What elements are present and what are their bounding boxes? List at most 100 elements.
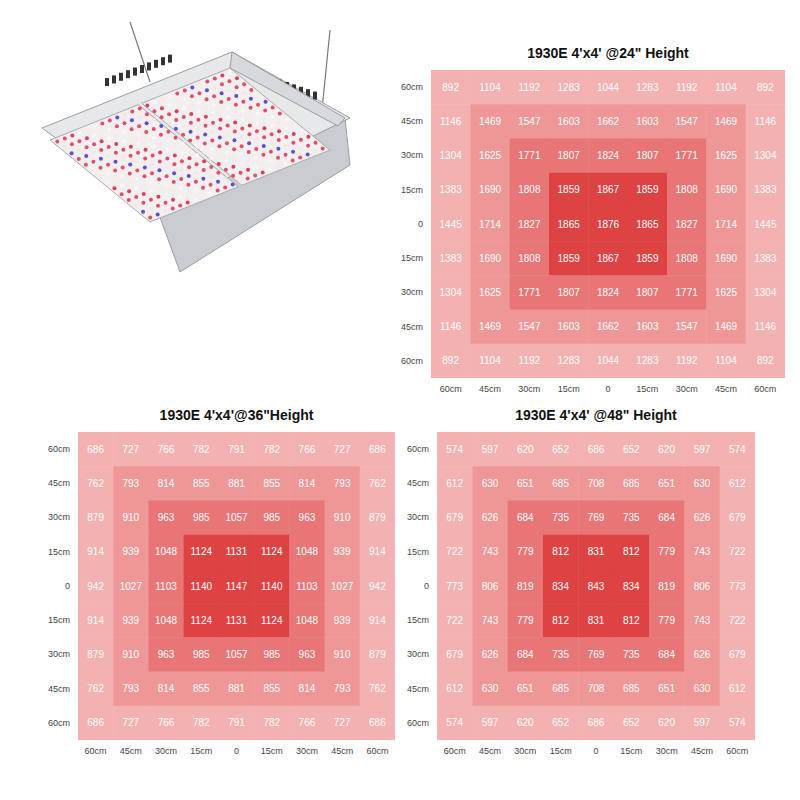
tick: 15cm xyxy=(558,384,580,394)
heatmap-cell xyxy=(325,535,361,570)
heatmap-cell xyxy=(254,706,290,740)
led-dot xyxy=(232,147,236,151)
tick: 60cm xyxy=(401,356,423,366)
led-dot xyxy=(143,157,147,161)
led-dot xyxy=(241,100,245,104)
data-label: 630 xyxy=(482,478,499,489)
led-dot xyxy=(231,183,235,187)
led-dot xyxy=(291,141,295,145)
tick: 30cm xyxy=(48,649,70,659)
heatmap-cell xyxy=(325,603,361,638)
data-label: 1104 xyxy=(715,355,737,366)
data-label: 1192 xyxy=(519,355,541,366)
led-dot xyxy=(106,154,110,158)
led-dot xyxy=(321,147,325,151)
heatmap-cell xyxy=(254,500,290,535)
heatmap-cell xyxy=(219,466,255,501)
data-label: 879 xyxy=(369,512,386,523)
led-dot xyxy=(205,88,209,92)
led-dot xyxy=(187,174,191,178)
heatmap-cell xyxy=(470,138,510,173)
led-dot xyxy=(105,180,109,184)
led-dot xyxy=(135,168,139,172)
cells xyxy=(78,432,395,740)
data-label: 620 xyxy=(658,717,675,728)
led-dot xyxy=(226,106,230,110)
heatmap-cell xyxy=(437,466,473,501)
tick-label: 60cm xyxy=(444,746,466,756)
heatmap-cell xyxy=(431,70,471,105)
heatmap-cell xyxy=(510,70,550,105)
tick: 45cm xyxy=(407,684,429,694)
heatmap-cell xyxy=(549,344,589,378)
data-label: 727 xyxy=(334,717,351,728)
page: 1930E 4'x4' @24" Height89211041192128310… xyxy=(0,0,800,800)
led-dot xyxy=(204,124,208,128)
led-dot xyxy=(115,133,119,137)
led-dot xyxy=(193,198,197,202)
led-dot xyxy=(165,165,169,169)
data-label: 766 xyxy=(299,717,316,728)
tick: 30cm xyxy=(656,746,678,756)
tick-label: 30cm xyxy=(407,649,429,659)
heatmap-cell xyxy=(254,432,290,467)
led-dot xyxy=(284,153,288,157)
led-dot xyxy=(167,121,171,125)
heatmap-cell xyxy=(470,310,510,345)
led-dot xyxy=(136,142,140,146)
heatmap-cell xyxy=(470,275,510,310)
data-label: 743 xyxy=(694,546,711,557)
vent xyxy=(126,70,130,78)
data-label: 1865 xyxy=(636,219,659,230)
data-label: 1547 xyxy=(676,321,699,332)
tick-label: 30cm xyxy=(155,746,177,756)
heatmap-cell xyxy=(684,466,720,501)
led-dot xyxy=(145,112,149,116)
housing-end xyxy=(230,52,345,126)
led-dot xyxy=(150,180,154,184)
led-dot xyxy=(299,138,303,142)
data-label: 1714 xyxy=(715,219,738,230)
led-dot xyxy=(159,133,163,137)
tick-label: 30cm xyxy=(401,287,423,297)
led-dot xyxy=(234,103,238,107)
heatmap-cell xyxy=(510,104,550,139)
led-dot xyxy=(150,162,154,166)
led-dot xyxy=(114,142,118,146)
data-label: 1103 xyxy=(155,581,177,592)
heatmap-cell xyxy=(588,344,628,378)
led-dot xyxy=(261,171,265,175)
heatmap-cell xyxy=(543,466,579,501)
heatmap-cell xyxy=(543,535,579,570)
tick: 0 xyxy=(424,581,429,591)
led-dot xyxy=(70,151,74,155)
heatmap-cell xyxy=(667,173,707,208)
heatmap-cell xyxy=(746,344,785,378)
led-dot xyxy=(240,144,244,148)
data-label: 612 xyxy=(729,683,746,694)
led-dot xyxy=(256,103,260,107)
heatmap-cell xyxy=(510,173,550,208)
data-label: 612 xyxy=(729,478,746,489)
tick-label: 60cm xyxy=(48,444,70,454)
data-label: 881 xyxy=(228,478,245,489)
heatmap-cell xyxy=(684,432,720,467)
heatmap-cell xyxy=(289,466,325,501)
tick-label: 15cm xyxy=(407,547,429,557)
heatmap-cell xyxy=(706,241,746,276)
led-dot xyxy=(127,189,131,193)
data-label: 651 xyxy=(658,683,675,694)
data-label: 814 xyxy=(158,683,175,694)
cells xyxy=(431,70,785,378)
x-axis: 60cm45cm30cm15cm015cm30cm45cm60cm xyxy=(444,746,749,756)
tick-label: 45cm xyxy=(331,746,353,756)
heatmap-cell xyxy=(588,275,628,310)
led-dot xyxy=(144,148,148,152)
heatmap-cell xyxy=(667,70,707,105)
tick-label: 30cm xyxy=(48,649,70,659)
tick: 30cm xyxy=(518,384,540,394)
data-label: 1808 xyxy=(518,253,541,264)
led-dot xyxy=(84,163,88,167)
heatmap-cell xyxy=(628,104,668,139)
led-dot xyxy=(270,132,274,136)
